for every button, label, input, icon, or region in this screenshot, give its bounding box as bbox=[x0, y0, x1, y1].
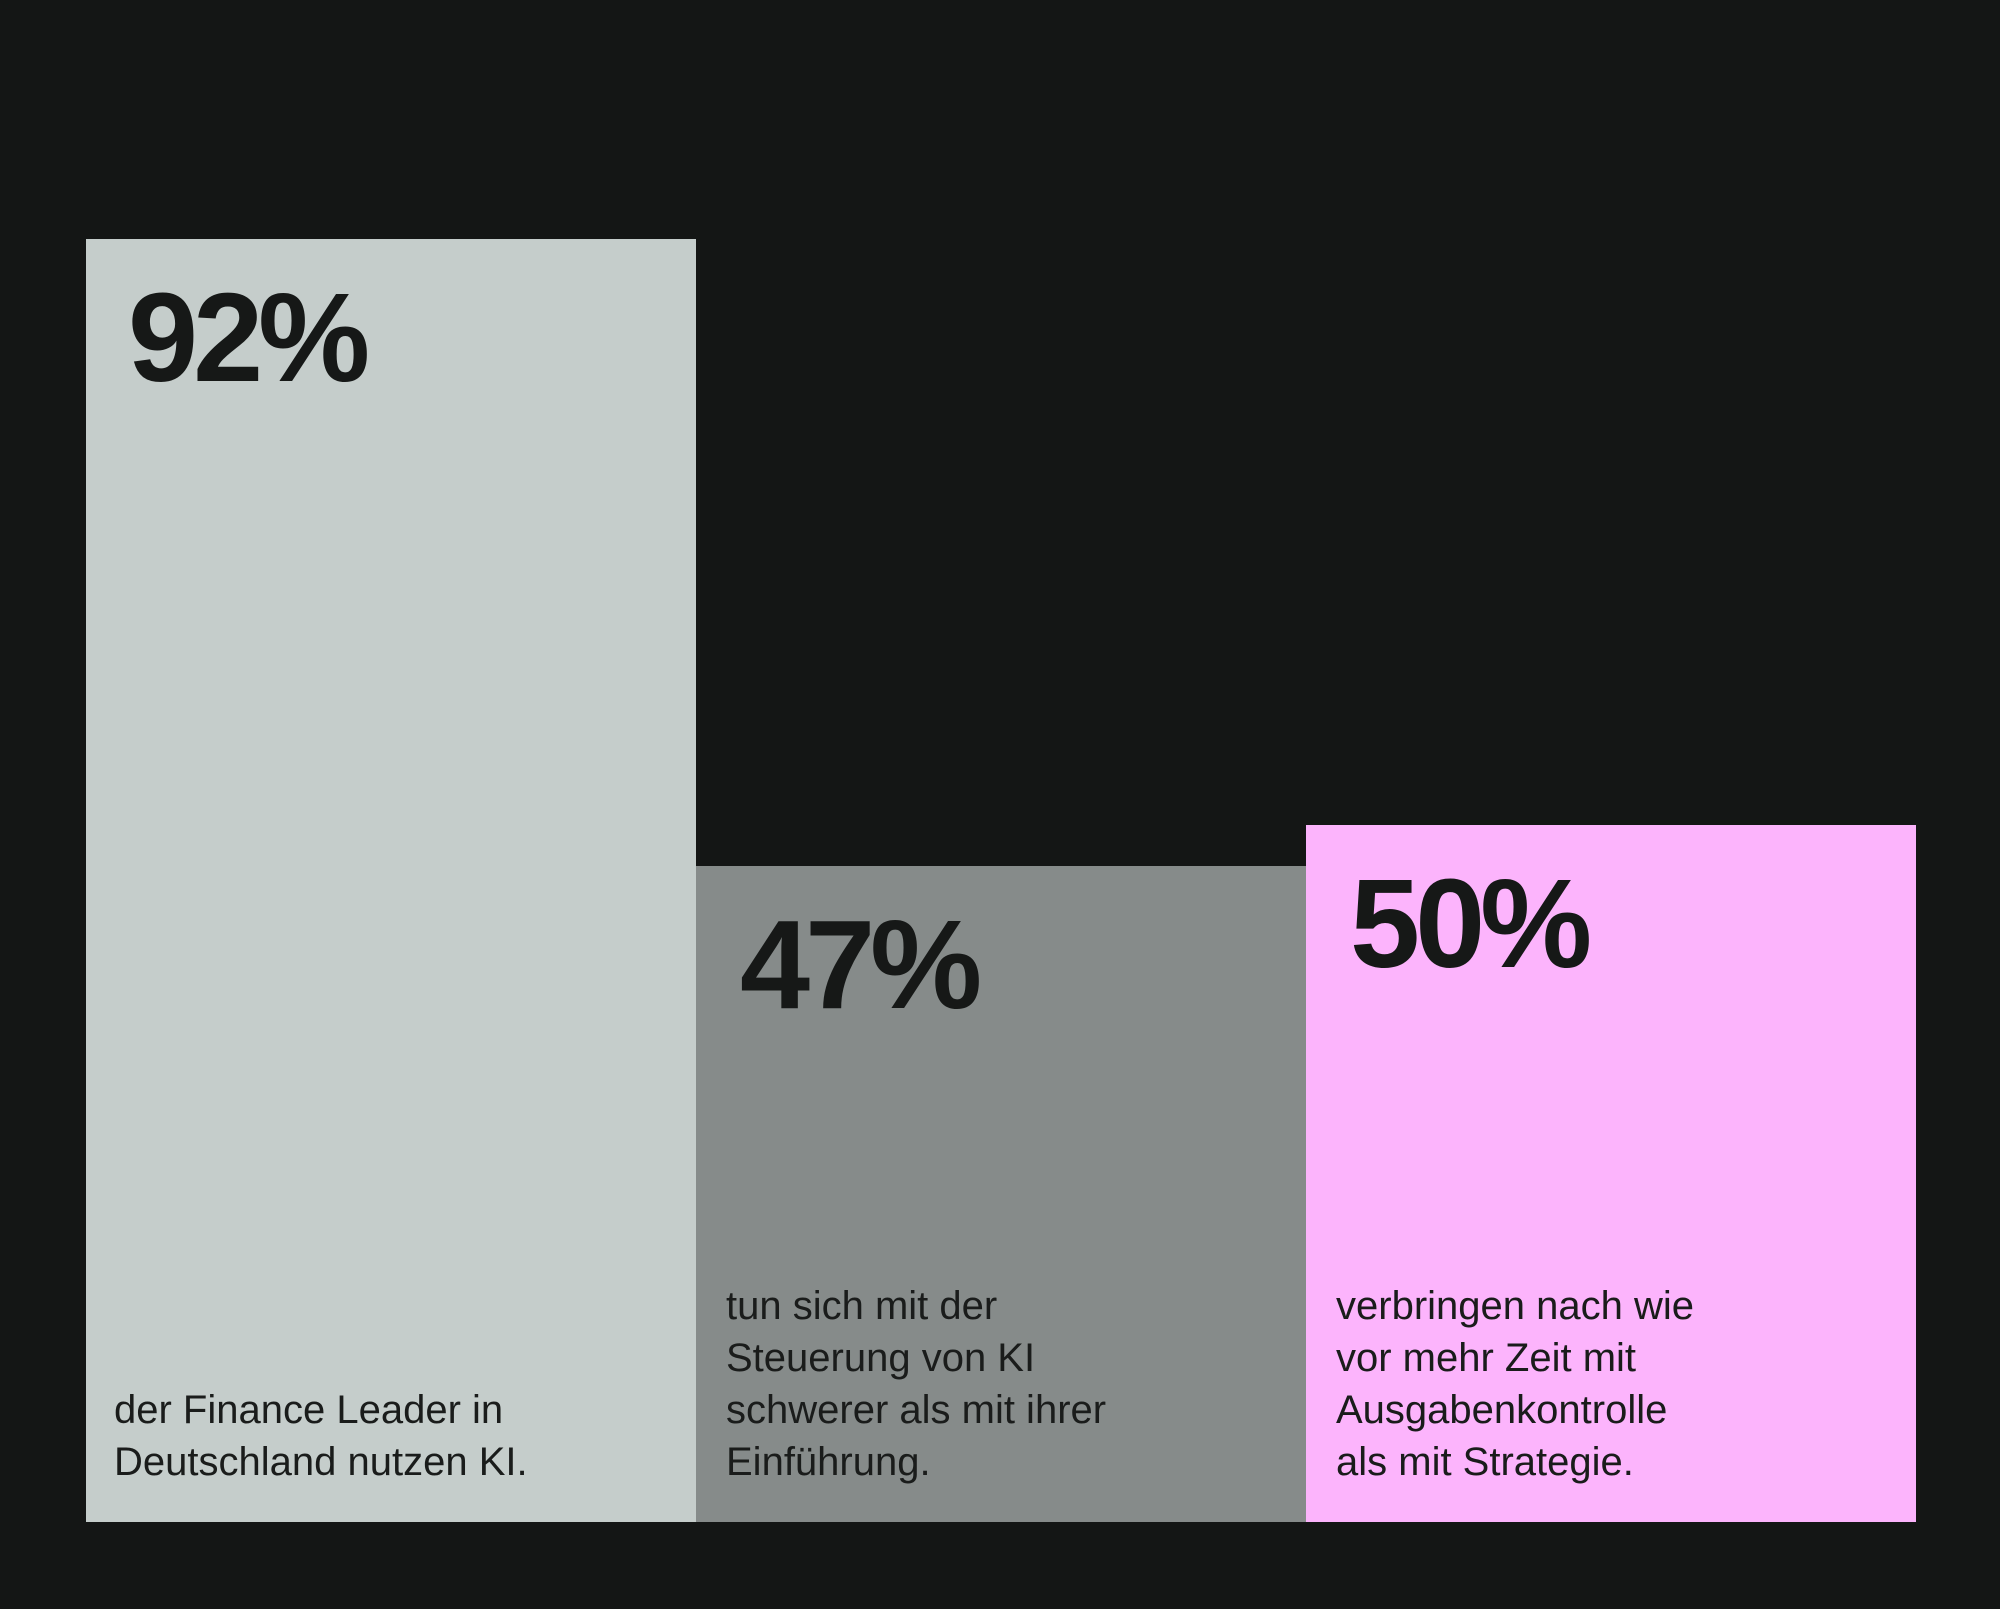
bar-value-label-3: 50% bbox=[1350, 852, 1592, 994]
bar-description-3: verbringen nach wie vor mehr Zeit mit Au… bbox=[1336, 1284, 1694, 1484]
bar-description-1: der Finance Leader in Deutschland nutzen… bbox=[114, 1387, 528, 1484]
bar-value-label-2: 47% bbox=[740, 894, 982, 1036]
bar-description-2: tun sich mit der Steuerung von KI schwer… bbox=[726, 1283, 1107, 1484]
bar-3: 50% verbringen nach wie vor mehr Zeit mit… bbox=[1306, 824, 1916, 1522]
bar-value-label-1: 92% bbox=[128, 266, 370, 408]
bar-2: 47% tun sich mit der Steuerung von KI sch… bbox=[696, 866, 1306, 1522]
bar-1: 92% der Finance Leader in Deutschland nut… bbox=[86, 238, 696, 1522]
